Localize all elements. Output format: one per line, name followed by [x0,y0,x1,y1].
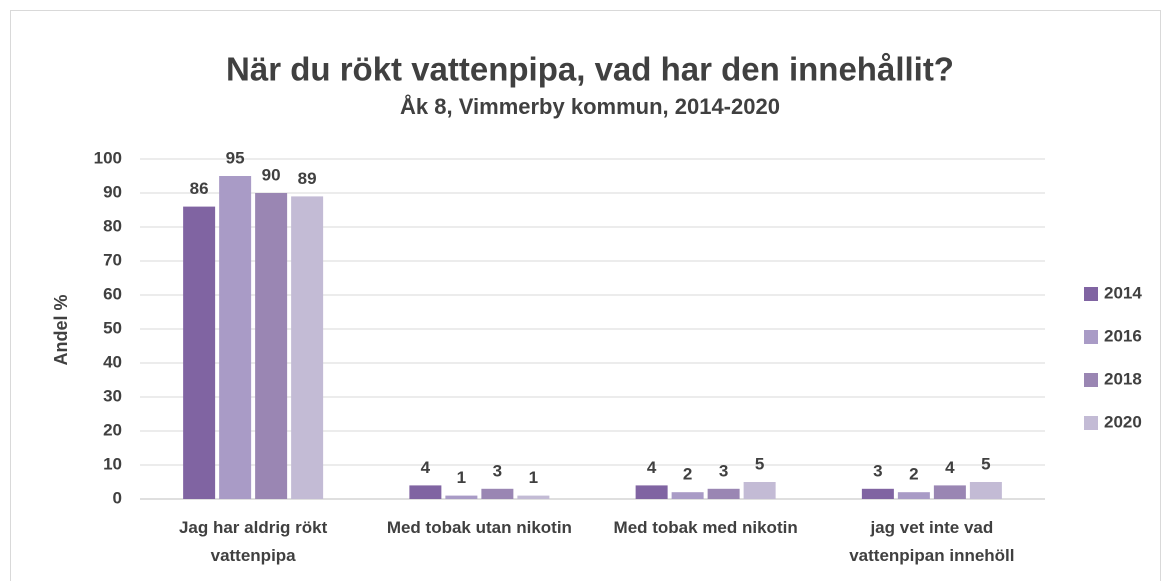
legend-swatch [1084,416,1098,430]
legend-swatch [1084,373,1098,387]
bar [707,488,740,499]
bar [743,482,776,499]
data-label: 89 [298,169,317,188]
legend-label: 2016 [1104,326,1142,345]
legend-label: 2018 [1104,369,1142,388]
legend-label: 2020 [1104,412,1142,431]
x-tick-label: jag vet inte vad vattenpipan innehöll [849,518,1014,565]
data-label: 2 [683,465,692,484]
bar [635,485,668,499]
bar [671,492,704,499]
y-tick-label: 100 [94,148,122,167]
bar [255,193,288,499]
y-tick-label: 90 [103,182,122,201]
y-tick-label: 60 [103,284,122,303]
bar [861,488,894,499]
chart-subtitle: Åk 8, Vimmerby kommun, 2014-2020 [400,93,780,119]
x-tick-label: Jag har aldrig rökt vattenpipa [179,518,328,565]
data-label: 1 [457,468,466,487]
legend-swatch [1084,330,1098,344]
bar [517,495,550,499]
data-label: 3 [719,461,728,480]
y-tick-label: 50 [103,318,122,337]
y-tick-label: 80 [103,216,122,235]
x-tick-label: Med tobak utan nikotin [387,518,572,537]
y-tick-label: 30 [103,386,122,405]
legend-label: 2014 [1104,283,1142,302]
data-label: 5 [981,454,990,473]
y-tick-label: 70 [103,250,122,269]
y-tick-label: 0 [113,488,122,507]
x-tick-label: Med tobak med nikotin [614,518,798,537]
data-label: 4 [421,458,431,477]
legend-swatch [1084,287,1098,301]
data-label: 2 [909,465,918,484]
data-label: 5 [755,454,764,473]
data-label: 90 [262,165,281,184]
bar [291,196,324,499]
bar [219,176,252,499]
bar [933,485,966,499]
data-label: 86 [190,179,209,198]
data-label: 95 [226,148,245,167]
y-tick-label: 40 [103,352,122,371]
y-axis-label: Andel % [51,294,71,365]
data-label: 4 [647,458,657,477]
bar [183,206,216,499]
y-tick-label: 10 [103,454,122,473]
bar [409,485,442,499]
bar [481,488,514,499]
chart-title: När du rökt vattenpipa, vad har den inne… [226,51,954,88]
data-label: 3 [493,461,502,480]
data-label: 4 [945,458,955,477]
data-label: 3 [873,461,882,480]
y-tick-label: 20 [103,420,122,439]
bar [969,482,1002,499]
data-label: 1 [529,468,538,487]
bar [445,495,478,499]
bar [897,492,930,499]
